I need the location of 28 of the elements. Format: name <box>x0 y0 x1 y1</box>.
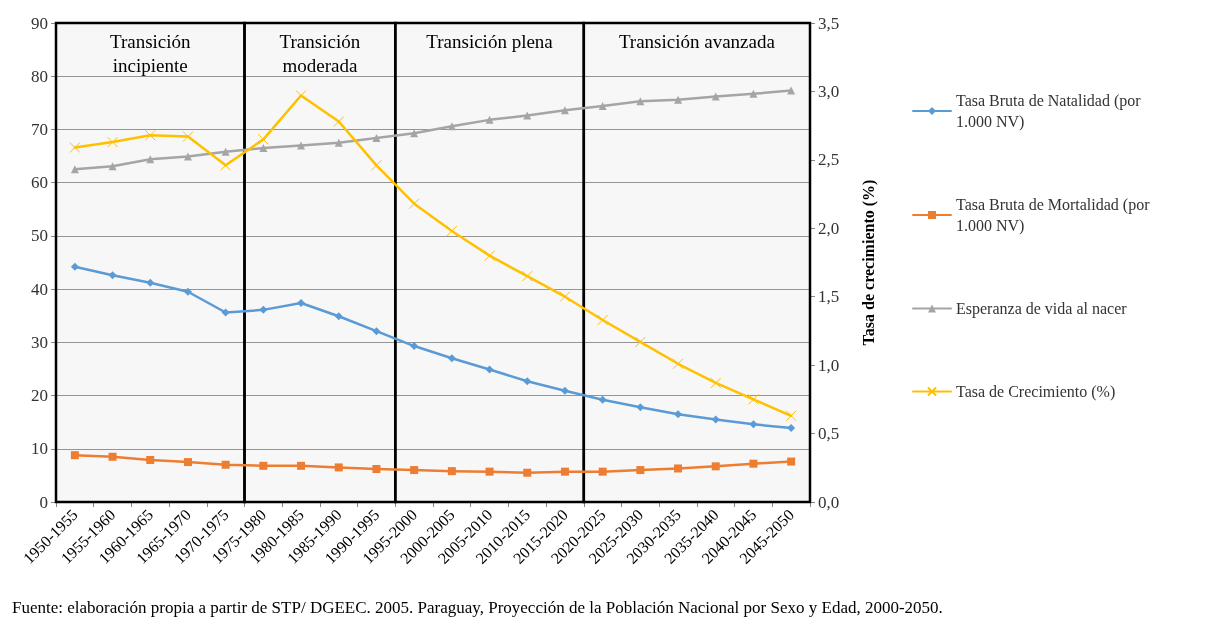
legend-label: Esperanza de vida al nacer <box>956 300 1128 318</box>
y-tick-label: 80 <box>31 66 48 86</box>
y2-tick-label: 2,5 <box>818 150 840 170</box>
y2-tick-label: 0,5 <box>818 424 840 444</box>
y2-axis-title: Tasa de crecimiento (%) <box>859 179 878 346</box>
y-tick-label: 70 <box>31 119 48 139</box>
y2-tick-label: 0,0 <box>818 492 840 512</box>
band-label: Transición avanzada <box>618 31 776 53</box>
y2-tick-label: 3,0 <box>818 81 840 101</box>
band-label: Transición moderada <box>279 31 361 77</box>
band-label: Transición incipiente <box>109 31 192 77</box>
y2-tick-label: 1,5 <box>818 287 840 307</box>
source-note: Fuente: elaboración propia a partir de STP/ DGEEC. 2005. Paraguay, Proyección de la Población Nacional por Sexo y Edad, 2000-2050. <box>12 598 943 617</box>
y2-tick-label: 2,0 <box>818 218 840 238</box>
legend-label: Tasa de Crecimiento (%) <box>956 383 1116 401</box>
legend-label: Tasa Bruta de Mortalidad (por 1.000 NV) <box>956 196 1154 235</box>
y-tick-label: 20 <box>31 386 48 406</box>
y-tick-label: 90 <box>31 13 48 33</box>
band-label: Transición plena <box>426 31 554 53</box>
y-tick-label: 50 <box>31 226 48 246</box>
y-tick-label: 30 <box>31 332 48 352</box>
y-tick-label: 40 <box>31 279 48 299</box>
legend-label: Tasa Bruta de Natalidad (por 1.000 NV) <box>956 92 1145 131</box>
y2-tick-label: 1,0 <box>818 355 840 375</box>
y-tick-label: 0 <box>39 492 48 512</box>
y-tick-label: 10 <box>31 439 48 459</box>
y2-tick-label: 3,5 <box>818 13 840 33</box>
y-tick-label: 60 <box>31 173 48 193</box>
